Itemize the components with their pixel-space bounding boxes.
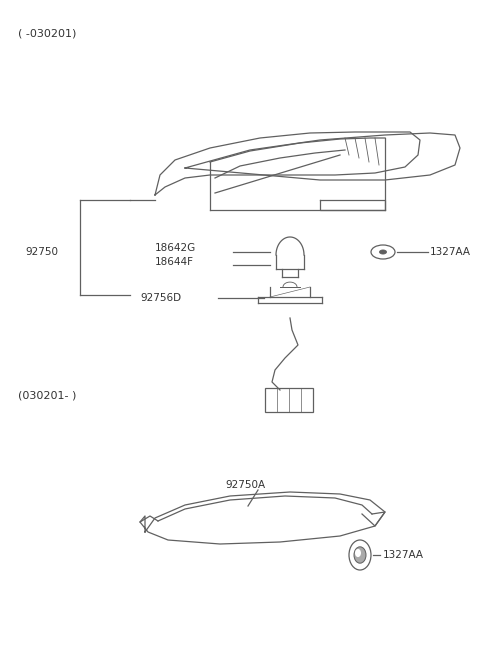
Text: 1327AA: 1327AA [383,550,424,560]
Text: 92756D: 92756D [140,293,181,303]
Circle shape [349,540,371,570]
Ellipse shape [379,250,386,254]
Text: 18642G: 18642G [155,243,196,253]
Circle shape [355,549,361,557]
Text: 18644F: 18644F [155,257,194,267]
Text: ( -030201): ( -030201) [18,28,76,38]
Ellipse shape [371,245,395,259]
Text: 92750: 92750 [25,247,58,257]
Text: (030201- ): (030201- ) [18,390,76,400]
Text: 1327AA: 1327AA [430,247,471,257]
Text: 92750A: 92750A [225,480,265,490]
FancyBboxPatch shape [265,388,313,412]
Circle shape [354,547,366,563]
